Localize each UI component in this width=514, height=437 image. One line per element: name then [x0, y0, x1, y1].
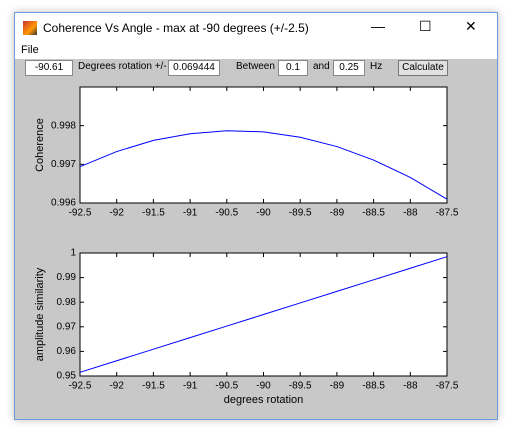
- text-field[interactable]: -90.61: [25, 60, 73, 76]
- y-tick-label: 0.996: [51, 198, 76, 209]
- label: and: [313, 61, 330, 72]
- x-tick-label: -89: [330, 208, 345, 219]
- text-field[interactable]: 0.25: [333, 60, 365, 76]
- y-tick-label: 0.998: [51, 120, 76, 131]
- x-tick-label: -91.5: [142, 208, 165, 219]
- label: Between: [236, 61, 275, 72]
- x-tick-label: -90.5: [215, 381, 238, 392]
- menu-item[interactable]: File: [21, 44, 39, 56]
- data-line: [79, 130, 448, 200]
- x-tick-label: -89.5: [289, 381, 312, 392]
- x-tick-label: -90.5: [215, 208, 238, 219]
- x-tick-label: -92: [109, 381, 124, 392]
- y-tick-label: 0.97: [57, 321, 77, 332]
- y-tick-label: 0.99: [57, 272, 77, 283]
- text-field[interactable]: 0.1: [278, 60, 308, 76]
- y-tick-label: 1: [70, 248, 76, 259]
- x-tick-label: -88: [403, 208, 418, 219]
- y-tick-label: 0.997: [51, 159, 76, 170]
- x-tick-label: -87.5: [436, 208, 459, 219]
- y-tick-label: 0.96: [57, 346, 77, 357]
- x-tick-label: -88.5: [362, 208, 385, 219]
- y-axis-label: Coherence: [34, 118, 46, 172]
- x-tick-label: -91: [183, 208, 198, 219]
- menu-bar: File: [15, 43, 497, 59]
- y-tick-label: 0.98: [57, 297, 77, 308]
- x-tick-label: -91: [183, 381, 198, 392]
- x-tick-label: -91.5: [142, 381, 165, 392]
- x-axis-label: degrees rotation: [224, 394, 304, 406]
- x-tick-label: -90: [256, 208, 271, 219]
- y-tick-label: 0.95: [57, 371, 77, 382]
- y-axis-label: amplitude similarity: [34, 267, 46, 361]
- x-tick-label: -92: [109, 208, 124, 219]
- maximize-button[interactable]: ☐: [419, 18, 432, 34]
- x-tick-label: -89.5: [289, 208, 312, 219]
- label: Hz: [370, 61, 383, 72]
- text-field[interactable]: 0.069444: [168, 60, 220, 76]
- minimize-button[interactable]: —: [371, 18, 385, 34]
- x-tick-label: -88: [403, 381, 418, 392]
- calculate-button[interactable]: Calculate: [398, 60, 448, 76]
- x-tick-label: -87.5: [436, 381, 459, 392]
- x-tick-label: -90: [256, 381, 271, 392]
- x-tick-label: -92.5: [69, 381, 92, 392]
- title-bar: Coherence Vs Angle - max at -90 degrees …: [15, 13, 497, 43]
- label: Degrees rotation +/-: [78, 61, 167, 72]
- app-icon: [23, 21, 37, 35]
- window-title: Coherence Vs Angle - max at -90 degrees …: [43, 21, 309, 35]
- close-button[interactable]: ✕: [465, 18, 477, 34]
- x-tick-label: -88.5: [362, 381, 385, 392]
- x-tick-label: -92.5: [69, 208, 92, 219]
- x-tick-label: -89: [330, 381, 345, 392]
- plot-area: [79, 86, 448, 204]
- data-line: [79, 256, 448, 373]
